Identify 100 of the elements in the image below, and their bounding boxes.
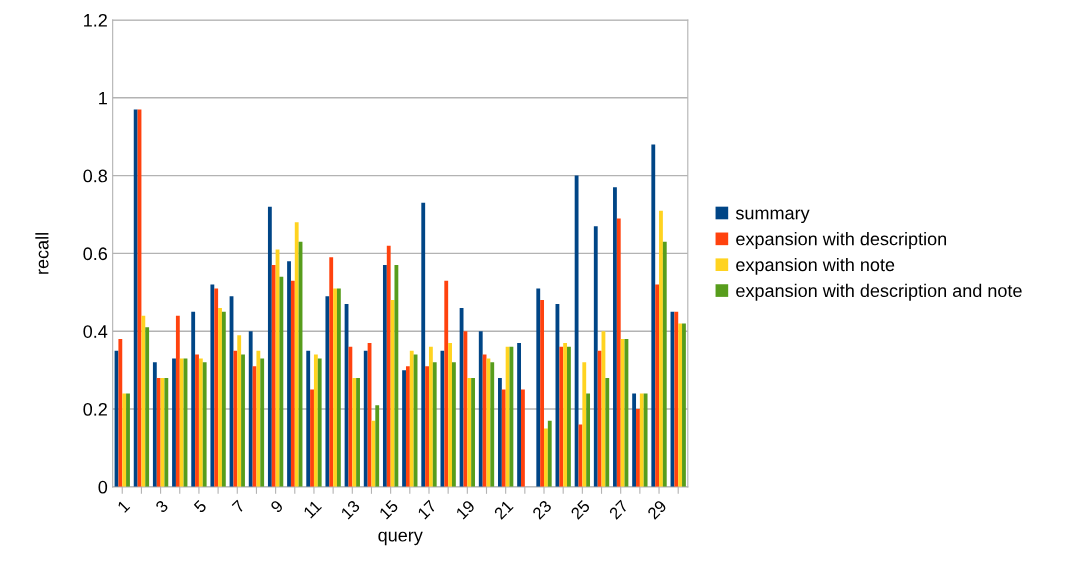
bar [674, 311, 679, 487]
bar [655, 284, 660, 487]
bar [616, 218, 621, 487]
bar [421, 202, 426, 487]
bar [271, 265, 276, 487]
x-tick-label: 15 [378, 499, 399, 520]
bar [651, 144, 656, 487]
bar [662, 241, 667, 487]
bar [540, 300, 545, 487]
bar [463, 331, 468, 487]
bar [409, 350, 414, 487]
bar [536, 288, 541, 487]
bar [256, 350, 261, 487]
y-tick-label: 0.4 [83, 325, 108, 338]
y-tick-label: 0 [98, 480, 108, 494]
bar [348, 346, 353, 487]
bar [122, 393, 127, 487]
bar [636, 409, 640, 487]
bar [233, 350, 238, 487]
bar [198, 358, 203, 487]
bar [237, 335, 242, 487]
bar [639, 393, 644, 487]
x-tick-label: 19 [455, 499, 476, 520]
bar [574, 175, 579, 487]
bar [394, 265, 399, 487]
bar [490, 362, 495, 487]
bar [191, 311, 196, 487]
bar [586, 393, 591, 487]
bar [440, 350, 445, 487]
bar [478, 331, 483, 487]
bar [498, 377, 502, 487]
bar [333, 288, 337, 487]
bar [310, 389, 314, 487]
bar [486, 358, 491, 487]
bar [613, 187, 617, 487]
bar [175, 315, 180, 487]
x-tick-label: 5 [193, 499, 208, 514]
bar [306, 350, 311, 487]
legend-label: summary [735, 209, 810, 224]
bar [559, 346, 564, 487]
bar [405, 366, 410, 487]
legend-label: expansion with description and note [736, 283, 1022, 301]
x-tick-label: 7 [231, 499, 246, 514]
x-tick-label: 23 [531, 499, 553, 520]
bar [597, 350, 602, 487]
bar [195, 354, 199, 487]
bar [605, 377, 610, 487]
bar [563, 342, 568, 487]
bar [448, 342, 452, 487]
bar [317, 358, 322, 487]
bar [279, 276, 284, 487]
bar [582, 362, 587, 487]
bar [152, 362, 157, 487]
bar [501, 389, 506, 487]
bar [287, 261, 291, 487]
bar [141, 315, 146, 487]
bar [133, 109, 138, 487]
y-tick-label: 0.8 [83, 169, 108, 183]
bar [547, 420, 552, 487]
bar [467, 377, 472, 487]
bar [567, 346, 571, 487]
bar [294, 222, 299, 487]
bar [432, 362, 437, 487]
bar [471, 377, 475, 487]
bar [313, 354, 318, 487]
y-tick-label: 0.6 [83, 247, 108, 261]
bar [371, 420, 376, 487]
bar [156, 377, 161, 487]
bar [164, 377, 169, 487]
legend-label: expansion with note [736, 257, 895, 275]
y-tick-label: 1.2 [84, 13, 107, 27]
bar [444, 280, 449, 487]
x-tick-label: 29 [646, 499, 668, 520]
bar [678, 323, 683, 487]
bar [145, 327, 150, 487]
x-tick-label: 25 [570, 499, 591, 520]
bar [336, 288, 341, 487]
x-tick-label: 3 [154, 499, 169, 514]
bar [682, 323, 686, 487]
bar [179, 358, 184, 487]
x-tick-label: 21 [493, 499, 514, 520]
bar [620, 339, 625, 487]
legend-label: expansion with description [736, 232, 947, 249]
bar [402, 370, 406, 487]
bar [267, 206, 272, 487]
bar [260, 358, 265, 487]
bar [352, 377, 357, 487]
bar [428, 346, 433, 487]
x-tick-label: 17 [417, 499, 437, 520]
bar [329, 257, 334, 487]
x-tick-label: 13 [340, 499, 361, 520]
bar [210, 284, 215, 487]
bar [659, 210, 663, 487]
bar [248, 331, 253, 487]
bar [375, 405, 380, 487]
bar [505, 346, 510, 487]
bar [386, 245, 391, 487]
y-tick-label: 0.2 [83, 402, 107, 416]
bar [425, 366, 429, 487]
bar [218, 307, 222, 487]
